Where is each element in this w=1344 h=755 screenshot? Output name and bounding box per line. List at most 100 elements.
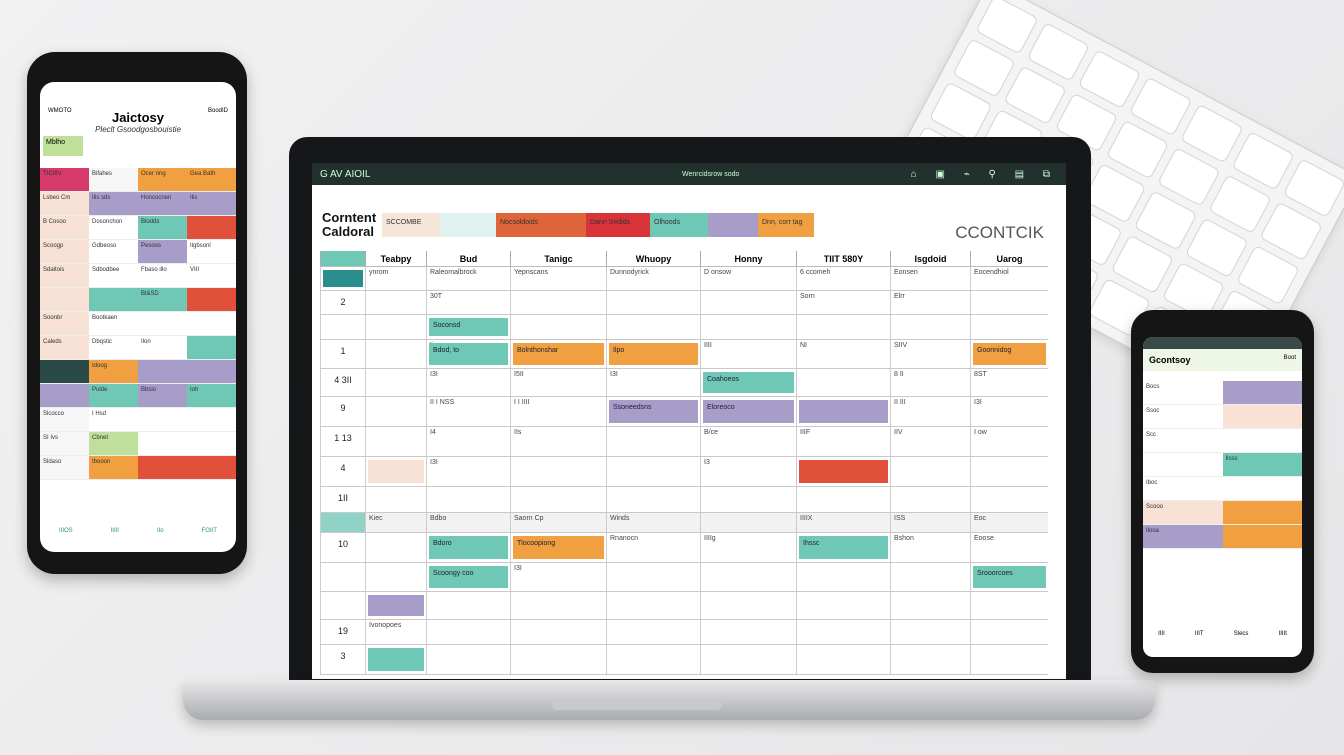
- calendar-cell[interactable]: [890, 487, 970, 512]
- calendar-cell[interactable]: Ihssc: [796, 533, 890, 562]
- calendar-cell[interactable]: [606, 620, 700, 644]
- phone-cell[interactable]: Ibooon: [89, 456, 138, 480]
- column-header[interactable]: TIIT 580Y: [796, 251, 890, 266]
- phone-tab[interactable]: Slecs: [1233, 631, 1249, 637]
- calendar-event[interactable]: Goonnidog: [973, 343, 1046, 365]
- calendar-event[interactable]: [799, 400, 888, 423]
- phone-cell[interactable]: [138, 408, 187, 432]
- calendar-cell[interactable]: 30T: [426, 291, 510, 314]
- phone-cell[interactable]: [187, 336, 236, 360]
- phone-cell[interactable]: [187, 432, 236, 456]
- phone-cell[interactable]: [187, 216, 236, 240]
- calendar-cell[interactable]: [606, 457, 700, 486]
- phone-cell[interactable]: Slcocco: [40, 408, 89, 432]
- phone-tab[interactable]: IIIIt: [1278, 631, 1287, 637]
- calendar-event[interactable]: [799, 460, 888, 483]
- phone-cell[interactable]: Bl&SD: [138, 288, 187, 312]
- calendar-cell[interactable]: Eoc: [970, 513, 1048, 532]
- phone-cell[interactable]: B Cosoo: [40, 216, 89, 240]
- calendar-cell[interactable]: Winds: [606, 513, 700, 532]
- calendar-event[interactable]: Bolnthonshar: [513, 343, 604, 365]
- calendar-cell[interactable]: SIIV: [890, 340, 970, 368]
- calendar-cell[interactable]: [510, 315, 606, 339]
- phone-tab[interactable]: IIo: [156, 528, 164, 534]
- calendar-cell[interactable]: Saorn Cp: [510, 513, 606, 532]
- calendar-cell[interactable]: [796, 645, 890, 674]
- column-header[interactable]: Uarog: [970, 251, 1048, 266]
- calendar-cell[interactable]: Coahoeos: [700, 369, 796, 396]
- phone-cell[interactable]: [187, 456, 236, 480]
- calendar-cell[interactable]: [510, 487, 606, 512]
- phone-cell[interactable]: Idoog: [89, 360, 138, 384]
- calendar-cell[interactable]: I I IIII: [510, 397, 606, 426]
- calendar-cell[interactable]: [365, 369, 426, 396]
- calendar-cell[interactable]: [510, 592, 606, 619]
- calendar-cell[interactable]: Tlocoopiong: [510, 533, 606, 562]
- calendar-cell[interactable]: [970, 487, 1048, 512]
- calendar-cell[interactable]: Yepnscans: [510, 267, 606, 290]
- phone-cell[interactable]: Ilis: [187, 192, 236, 216]
- calendar-cell[interactable]: Eocendhiol: [970, 267, 1048, 290]
- phone-cell[interactable]: Bootkaen: [89, 312, 138, 336]
- calendar-event[interactable]: Ssoneedsns: [609, 400, 698, 423]
- calendar-cell[interactable]: IIIIX: [796, 513, 890, 532]
- calendar-event[interactable]: Ilpo: [609, 343, 698, 365]
- calendar-cell[interactable]: I3: [700, 457, 796, 486]
- calendar-event[interactable]: Coahoeos: [703, 372, 794, 393]
- calendar-cell[interactable]: II III: [890, 397, 970, 426]
- calendar-event[interactable]: Soconsd: [429, 318, 508, 336]
- calendar-cell[interactable]: [700, 645, 796, 674]
- calendar-cell[interactable]: I ow: [970, 427, 1048, 456]
- phone-cell[interactable]: Ilon: [138, 336, 187, 360]
- phone-cell[interactable]: Lsbeo Cm: [40, 192, 89, 216]
- calendar-cell[interactable]: [606, 315, 700, 339]
- calendar-cell[interactable]: [426, 592, 510, 619]
- calendar-cell[interactable]: [606, 563, 700, 591]
- calendar-cell[interactable]: [890, 315, 970, 339]
- phone-cell[interactable]: [40, 288, 89, 312]
- phone-cell[interactable]: [1222, 405, 1302, 429]
- calendar-cell[interactable]: [365, 315, 426, 339]
- phone-cell[interactable]: Ilis sds: [89, 192, 138, 216]
- calendar-cell[interactable]: IIV: [890, 427, 970, 456]
- calendar-cell[interactable]: [970, 592, 1048, 619]
- calendar-event[interactable]: Scoongy coo: [429, 566, 508, 588]
- calendar-event[interactable]: [368, 460, 424, 483]
- phone-cell[interactable]: Ilgbsonl: [187, 240, 236, 264]
- phone-cell[interactable]: [1222, 525, 1302, 549]
- calendar-cell[interactable]: Bdbo: [426, 513, 510, 532]
- calendar-cell[interactable]: [796, 620, 890, 644]
- calendar-cell[interactable]: ynrom: [365, 267, 426, 290]
- phone-cell[interactable]: [89, 288, 138, 312]
- phone-cell[interactable]: Blodds: [138, 216, 187, 240]
- phone-cell[interactable]: Bifahes: [89, 168, 138, 192]
- calendar-cell[interactable]: [700, 513, 796, 532]
- calendar-cell[interactable]: Kiec: [365, 513, 426, 532]
- column-header[interactable]: Whuopy: [606, 251, 700, 266]
- calendar-cell[interactable]: Bolnthonshar: [510, 340, 606, 368]
- phone-cell[interactable]: [1222, 381, 1302, 405]
- calendar-cell[interactable]: [426, 487, 510, 512]
- phone-cell[interactable]: Pulde: [89, 384, 138, 408]
- phone-cell[interactable]: Bbsio: [138, 384, 187, 408]
- phone-tab[interactable]: IIIOS: [58, 528, 73, 534]
- calendar-cell[interactable]: IIII: [700, 340, 796, 368]
- calendar-cell[interactable]: [510, 291, 606, 314]
- phone-cell[interactable]: Gea Bath: [187, 168, 236, 192]
- calendar-cell[interactable]: [365, 487, 426, 512]
- calendar-cell[interactable]: [970, 457, 1048, 486]
- phone-cell[interactable]: Caleds: [40, 336, 89, 360]
- phone-cell[interactable]: [187, 360, 236, 384]
- phone-cell[interactable]: Honcocnen: [138, 192, 187, 216]
- calendar-cell[interactable]: [365, 457, 426, 486]
- column-header[interactable]: Isgdoid: [890, 251, 970, 266]
- calendar-cell[interactable]: I3I: [606, 369, 700, 396]
- calendar-cell[interactable]: Eonsen: [890, 267, 970, 290]
- calendar-cell[interactable]: IiBdod, to: [426, 340, 510, 368]
- calendar-cell[interactable]: Elrr: [890, 291, 970, 314]
- calendar-cell[interactable]: [365, 645, 426, 674]
- phone-tab[interactable]: IIII: [1158, 631, 1165, 637]
- calendar-event[interactable]: [368, 595, 424, 616]
- phone-cell[interactable]: Ilooa: [1143, 525, 1223, 549]
- calendar-cell[interactable]: I3I: [426, 369, 510, 396]
